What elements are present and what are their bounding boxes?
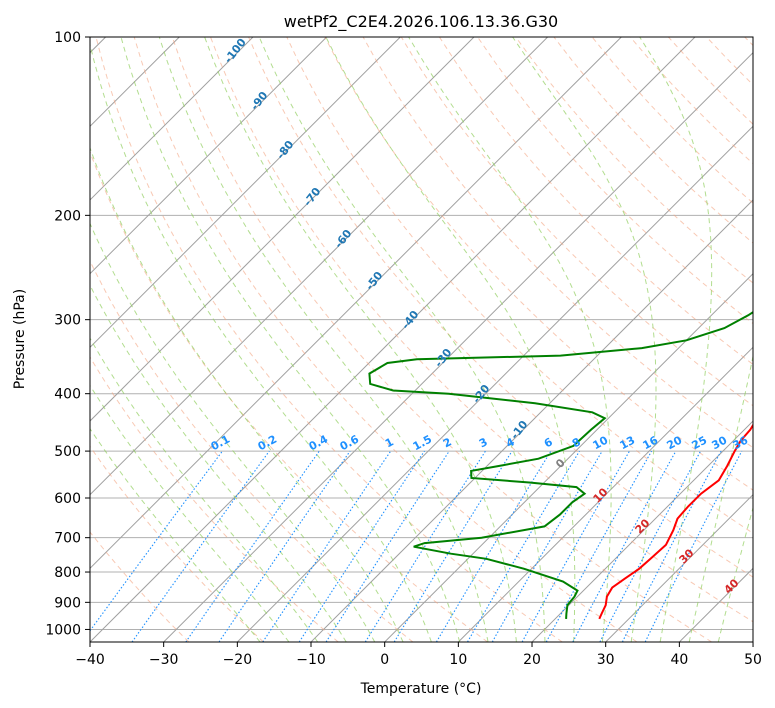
dry-adiabat-line [95, 37, 563, 642]
mixing-ratio-label: 30 [710, 433, 730, 452]
y-tick-label: 900 [54, 595, 81, 611]
isotherm-line [90, 37, 549, 496]
mixing-ratio-label: 36 [731, 433, 751, 452]
mixing-ratio-label: 20 [665, 433, 685, 452]
mixing-ratio-line [393, 450, 513, 642]
mixing-ratio-label: 16 [641, 433, 661, 452]
x-tick-label: −40 [75, 652, 105, 668]
isotherm-line [457, 346, 753, 642]
isotherm-line [90, 37, 622, 570]
moist-adiabat-line [120, 37, 461, 642]
pressure-gridlines [90, 37, 753, 630]
y-tick-label: 800 [54, 565, 81, 581]
dry-adiabat-line [515, 37, 753, 284]
y-axis-ticks: 100 200 300 400 500 600 700 800 900 1000 [45, 30, 90, 638]
x-tick-label: 50 [744, 652, 762, 668]
y-tick-label: 700 [54, 531, 81, 547]
dewpoint-profile-line [368, 311, 753, 619]
mixing-ratio-line [644, 450, 743, 642]
x-tick-label: 20 [523, 652, 541, 668]
dry-adiabat-line [171, 37, 712, 642]
mixing-ratio-line [621, 450, 722, 642]
dry-adiabat-line [133, 37, 638, 642]
x-tick-label: 40 [670, 652, 688, 668]
isotherm-line [236, 125, 753, 642]
isotherm-line [605, 493, 753, 642]
skewed-isotherms [90, 37, 753, 642]
y-axis-label: Pressure (hPa) [12, 289, 28, 389]
x-tick-label: −30 [149, 652, 179, 668]
moist-adiabat-line [90, 42, 432, 642]
y-tick-label: 200 [54, 208, 81, 224]
moist-adiabat-line [408, 37, 612, 642]
x-tick-label: 0 [380, 652, 389, 668]
x-tick-label: −10 [296, 652, 326, 668]
moist-adiabat-line [90, 337, 319, 642]
mixing-ratio-line [262, 450, 392, 642]
dry-adiabat-line [248, 37, 753, 578]
y-tick-label: 1000 [45, 622, 81, 638]
isotherm-line [531, 420, 753, 642]
mixing-ratio-line [364, 450, 486, 642]
plot-area: 0.1 0.2 0.4 0.6 1 1.5 2 3 4 6 8 10 13 16 20 25 30 36-100-… [90, 37, 753, 642]
moist-adiabat-line [258, 37, 546, 642]
isotherm-line [163, 51, 753, 642]
mixing-ratio-line [185, 450, 320, 642]
y-tick-label: 500 [54, 444, 81, 460]
isotherm-line [90, 37, 475, 422]
mixing-ratio-line [572, 450, 677, 642]
dry-adiabat-line [90, 150, 488, 642]
moist-adiabat-line [512, 37, 657, 642]
x-tick-label: 30 [597, 652, 615, 668]
y-tick-label: 600 [54, 491, 81, 507]
mixing-ratio-line [435, 450, 552, 642]
mixing-ratio-line [298, 450, 425, 642]
dry-adiabat-line [90, 259, 414, 642]
dry-adiabat-line [90, 445, 264, 642]
moist-adiabat-line [90, 384, 290, 642]
plot-frame [89, 36, 754, 643]
x-axis-label: Temperature (°C) [360, 681, 482, 697]
y-tick-label: 400 [54, 387, 81, 403]
y-tick-label: 300 [54, 313, 81, 329]
dry-adiabat-line [400, 37, 753, 407]
moist-adiabat-line [90, 222, 376, 642]
mixing-ratio-line [90, 450, 223, 632]
x-tick-label: −20 [223, 652, 253, 668]
temperature-profile-line [598, 423, 753, 620]
mixing-ratio-line [599, 450, 702, 642]
isotherm-line [90, 37, 254, 201]
mixing-ratio-line [545, 450, 653, 642]
chart-title: wetPf2_C2E4.2026.106.13.36.G30 [284, 12, 558, 32]
y-tick-label: 100 [54, 30, 81, 46]
isotherm-line [90, 37, 696, 642]
dry-adiabat-line [90, 531, 190, 642]
moist-adiabat-line [639, 37, 713, 642]
moist-adiabat-line [90, 427, 261, 642]
mixing-ratio-line [131, 450, 270, 642]
x-tick-label: 10 [449, 652, 467, 668]
dry-adiabats [90, 37, 753, 642]
moist-adiabat-line [90, 146, 404, 642]
moist-adiabat-line [158, 37, 489, 642]
mixing-ratio-line [218, 450, 351, 642]
mixing-ratio-line [325, 450, 450, 642]
dry-adiabat-line [210, 37, 753, 623]
mixing-ratio-label: 10 [591, 433, 611, 452]
isotherm-line [90, 37, 401, 349]
moist-adiabat-line [204, 37, 517, 642]
mixing-ratio-line [521, 450, 630, 642]
mixing-ratio-lines [90, 450, 743, 642]
x-axis-ticks: −40 −30 −20 −10 0 10 20 30 40 50 [75, 642, 762, 668]
mixing-ratio-label: 25 [690, 434, 710, 453]
isotherm-line [90, 37, 328, 275]
dry-adiabat-line [286, 37, 753, 534]
mixing-ratio-label: 13 [618, 434, 638, 453]
